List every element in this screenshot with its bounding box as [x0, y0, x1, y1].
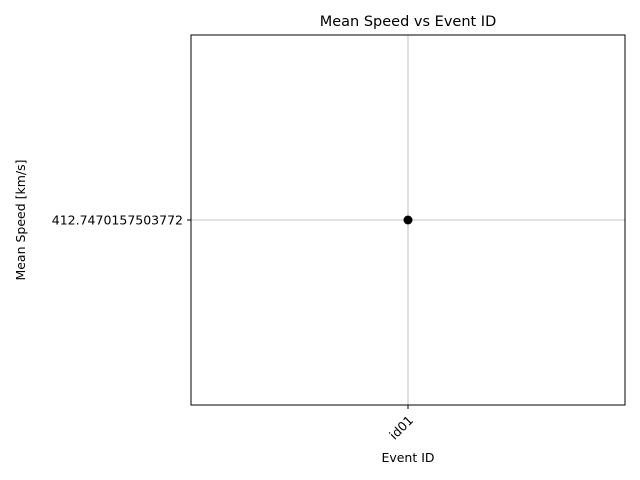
y-tick-label: 412.7470157503772 — [52, 213, 183, 228]
x-axis-label: Event ID — [381, 450, 434, 465]
data-point — [403, 215, 413, 225]
y-axis-ticks: 412.7470157503772 — [52, 213, 191, 228]
marks-layer — [403, 215, 413, 225]
chart-title: Mean Speed vs Event ID — [320, 14, 497, 30]
plot-area — [190, 34, 626, 406]
y-axis-label: Mean Speed [km/s] — [13, 159, 28, 280]
